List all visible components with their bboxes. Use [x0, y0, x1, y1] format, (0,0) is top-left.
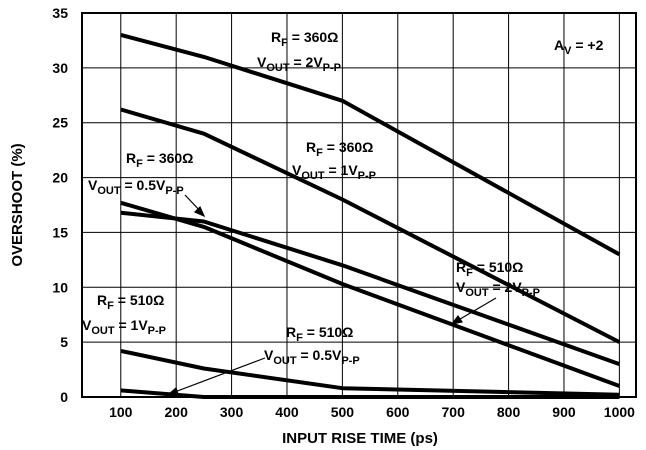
- x-tick-label: 1000: [604, 404, 635, 420]
- gain-label: AV = +2: [554, 37, 604, 57]
- svg-text:VOUT = 0.5VP-P: VOUT = 0.5VP-P: [264, 347, 360, 367]
- annotation-rf510-2vpp: RF = 510Ω VOUT = 2VP-P: [456, 259, 540, 299]
- arrow-head-rf510-0p5vpp: [166, 386, 179, 396]
- svg-text:VOUT = 1VP-P: VOUT = 1VP-P: [82, 317, 166, 337]
- x-tick-label: 600: [386, 404, 410, 420]
- y-tick-label: 25: [52, 115, 68, 131]
- x-tick-label: 300: [220, 404, 244, 420]
- x-tick-label: 500: [331, 404, 355, 420]
- svg-text:VOUT = 0.5VP-P: VOUT = 0.5VP-P: [88, 177, 184, 197]
- annotation-rf360-1vpp: RF = 360Ω VOUT = 1VP-P: [292, 139, 376, 182]
- arrow-rf510-0p5vpp: [171, 357, 266, 394]
- x-axis-title: INPUT RISE TIME (ps): [282, 430, 438, 447]
- series-line-2: [120, 107, 621, 344]
- y-tick-label: 5: [60, 334, 68, 350]
- annotation-rf360-2vpp: RF = 360Ω VOUT = 2VP-P: [257, 29, 341, 74]
- svg-text:VOUT = 2VP-P: VOUT = 2VP-P: [257, 54, 341, 74]
- series-lines: [120, 32, 621, 399]
- svg-text:RF = 510Ω: RF = 510Ω: [97, 292, 164, 312]
- y-axis-title: OVERSHOOT (%): [9, 143, 26, 266]
- arrow-rf510-2vpp: [454, 297, 497, 323]
- y-tick-label: 30: [52, 60, 68, 76]
- y-tick-label: 35: [52, 5, 68, 21]
- plot-frame: [81, 12, 637, 398]
- x-tick-label: 700: [442, 404, 466, 420]
- svg-text:RF = 360Ω: RF = 360Ω: [126, 150, 193, 170]
- series-line-4: [120, 200, 621, 388]
- x-tick-label: 900: [552, 404, 576, 420]
- svg-text:VOUT = 1VP-P: VOUT = 1VP-P: [292, 162, 376, 182]
- y-tick-label: 10: [52, 279, 68, 295]
- tick-labels: 100 200 300 400 500 600 700 800 900 1000 0 5 10 15 20 2…: [52, 5, 635, 420]
- annotation-rf510-1vpp: RF = 510Ω VOUT = 1VP-P: [82, 292, 166, 337]
- x-tick-label: 200: [165, 404, 189, 420]
- svg-text:RF = 360Ω: RF = 360Ω: [271, 29, 338, 49]
- svg-text:VOUT = 2VP-P: VOUT = 2VP-P: [456, 279, 540, 299]
- arrow-head-rf510-2vpp: [450, 314, 463, 325]
- x-tick-label: 400: [275, 404, 299, 420]
- svg-text:RF = 360Ω: RF = 360Ω: [306, 139, 373, 159]
- annotation-rf510-0p5vpp: RF = 510Ω VOUT = 0.5VP-P: [264, 324, 360, 367]
- series-line-1: [120, 32, 621, 257]
- svg-text:RF = 510Ω: RF = 510Ω: [286, 324, 353, 344]
- annotation-arrows: [166, 194, 497, 396]
- arrow-head-rf360-0p5vpp: [193, 205, 206, 218]
- svg-text:RF = 510Ω: RF = 510Ω: [456, 259, 523, 279]
- series-line-3: [120, 210, 621, 366]
- annotation-rf360-0p5vpp: RF = 360Ω VOUT = 0.5VP-P: [88, 150, 193, 197]
- series-line-5: [120, 348, 620, 397]
- y-tick-label: 0: [60, 389, 68, 405]
- y-tick-label: 20: [52, 170, 68, 186]
- x-tick-label: 100: [109, 404, 133, 420]
- y-tick-label: 15: [52, 224, 68, 240]
- x-tick-label: 800: [497, 404, 521, 420]
